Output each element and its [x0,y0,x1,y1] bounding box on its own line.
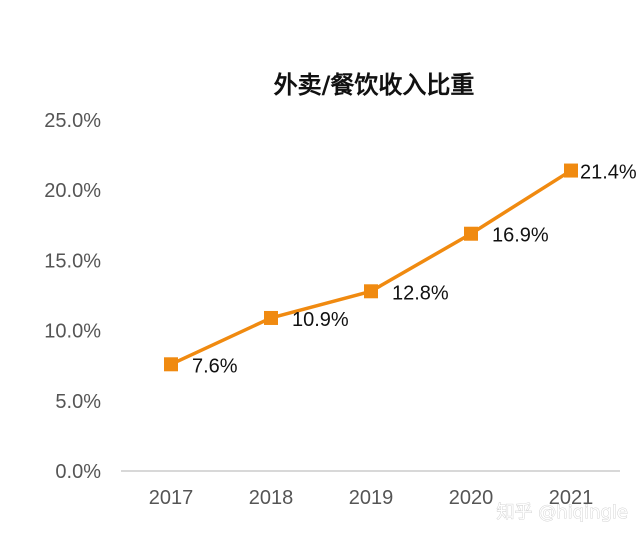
data-label: 12.8% [392,282,449,304]
data-point-marker [264,310,278,325]
x-tick-label: 2020 [449,487,494,509]
y-tick-label: 20.0% [44,180,101,202]
data-point-marker [364,284,378,299]
x-tick-label: 2018 [249,487,294,509]
y-axis: 0.0% 5.0% 10.0% 15.0% 20.0% 25.0% [44,110,101,483]
data-label: 10.9% [292,309,349,331]
data-label: 7.6% [192,355,238,377]
plot-area: 7.6% 10.9% 12.8% 16.9% 21.4% [164,162,637,377]
data-point-marker [464,226,478,241]
y-tick-label: 25.0% [44,110,101,132]
data-point-marker [164,357,178,372]
data-label: 16.9% [492,225,549,247]
x-tick-label: 2021 [549,487,594,509]
y-tick-label: 0.0% [55,461,101,483]
y-tick-label: 5.0% [55,391,101,413]
watermark-text: 知乎 @hiqingle [497,502,628,523]
series-line [169,168,573,367]
x-axis: 2017 2018 2019 2020 2021 [121,470,620,509]
data-label: 21.4% [580,162,637,184]
y-tick-label: 10.0% [44,321,101,343]
y-tick-label: 15.0% [44,250,101,272]
x-tick-label: 2017 [149,487,194,509]
chart-title: 外卖/餐饮收入比重 [274,71,475,99]
data-point-marker [564,163,578,178]
x-tick-label: 2019 [349,487,394,509]
